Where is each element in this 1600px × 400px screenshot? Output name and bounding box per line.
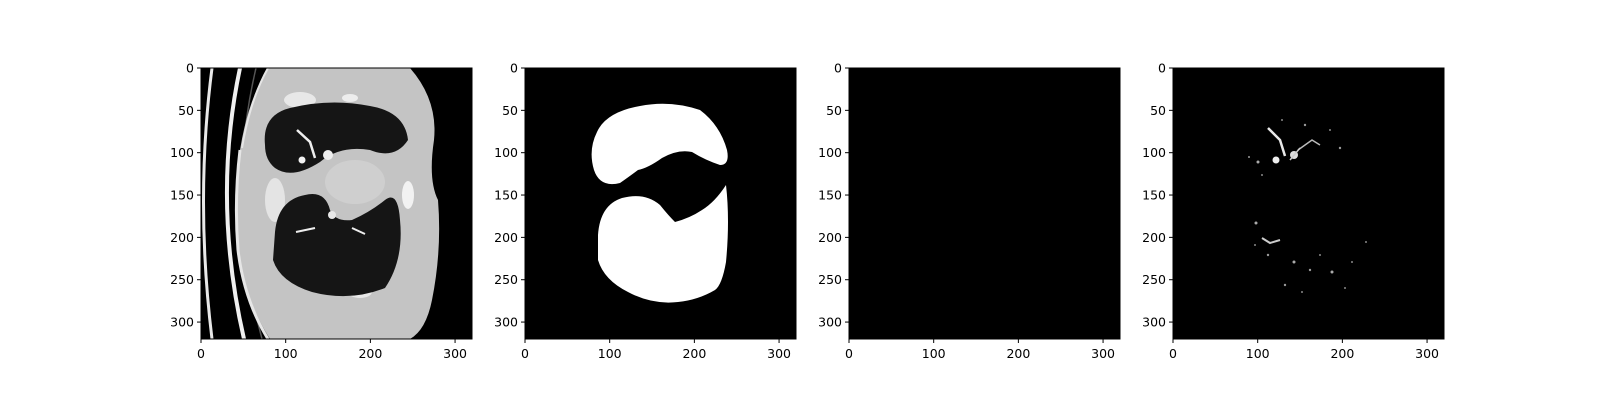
lung-mask-y-tick-label: 200 (494, 230, 518, 245)
masked-vessels-x-tick-label: 0 (1169, 346, 1177, 361)
masked-vessels-y-tick-label: 200 (1142, 230, 1166, 245)
lung-mask-y-tick-label: 100 (494, 145, 518, 160)
lung-mask-y-tick-label: 150 (494, 188, 518, 203)
masked-vessels-panel (1172, 67, 1445, 340)
masked-vessels-image (1173, 68, 1444, 339)
lower-lung-mask (598, 185, 728, 303)
masked-vessels-x-tick-label: 100 (1246, 346, 1270, 361)
ct-slice-y-tick-label: 50 (178, 103, 194, 118)
axes-layer: 0 50 100 150 200 250 300 0 100 200 300 0 50 100 150 200… (170, 61, 1439, 362)
ct-slice-y-tick-label: 100 (170, 145, 194, 160)
empty-mask-y-tick-label: 100 (818, 145, 842, 160)
ct-slice-y-tick-label: 200 (170, 230, 194, 245)
empty-mask-y-tick-label: 150 (818, 188, 842, 203)
ct-slice-x-tick-label: 0 (197, 346, 205, 361)
lung-mask-y-tick-label: 250 (494, 272, 518, 287)
masked-vessels-x-tick-label: 200 (1330, 346, 1354, 361)
empty-mask-y-tick-label: 50 (826, 103, 842, 118)
ct-slice-frame (200, 67, 473, 340)
ct-slice-y-tick-label: 0 (186, 61, 194, 76)
lung-mask-frame (524, 67, 797, 340)
empty-mask-x-tick-label: 0 (845, 346, 853, 361)
masked-vessels-y-tick-label: 50 (1150, 103, 1166, 118)
lung-mask-x-tick-label: 100 (598, 346, 622, 361)
empty-mask-image (849, 68, 1120, 339)
empty-mask-y-tick-label: 0 (834, 61, 842, 76)
ct-slice-y-tick-label: 300 (170, 315, 194, 330)
ct-slice-image (201, 68, 472, 339)
masked-vessels-y-tick-label: 250 (1142, 272, 1166, 287)
masked-vessels-y-tick-label: 150 (1142, 188, 1166, 203)
lung-mask-x-tick-label: 0 (521, 346, 529, 361)
empty-mask-y-tick-label: 250 (818, 272, 842, 287)
lung-mask-y-tick-label: 50 (502, 103, 518, 118)
ct-slice-y-tick-label: 150 (170, 188, 194, 203)
masked-vessels-y-tick-label: 0 (1158, 61, 1166, 76)
lung-mask-x-tick-label: 200 (682, 346, 706, 361)
empty-mask-x-tick-label: 200 (1006, 346, 1030, 361)
masked-vessels-frame (1172, 67, 1445, 340)
ct-slice-x-tick-label: 300 (443, 346, 467, 361)
ct-slice-x-tick-label: 100 (274, 346, 298, 361)
ct-slice-y-tick-label: 250 (170, 272, 194, 287)
empty-mask-x-tick-label: 100 (922, 346, 946, 361)
ct-slice-panel (200, 67, 473, 340)
masked-vessels-x-tick-label: 300 (1415, 346, 1439, 361)
empty-mask-frame (848, 67, 1121, 340)
lung-mask-y-tick-label: 0 (510, 61, 518, 76)
masked-vessels-y-tick-label: 100 (1142, 145, 1166, 160)
empty-mask-x-tick-label: 300 (1091, 346, 1115, 361)
empty-mask-y-tick-label: 300 (818, 315, 842, 330)
lung-mask-y-tick-label: 300 (494, 315, 518, 330)
lung-mask-panel (524, 67, 797, 340)
upper-lung-mask (591, 103, 728, 185)
masked-vessels-y-tick-label: 300 (1142, 315, 1166, 330)
lung-mask-x-tick-label: 300 (767, 346, 791, 361)
ct-slice-x-tick-label: 200 (358, 346, 382, 361)
empty-mask-panel (848, 67, 1121, 340)
empty-mask-y-tick-label: 200 (818, 230, 842, 245)
